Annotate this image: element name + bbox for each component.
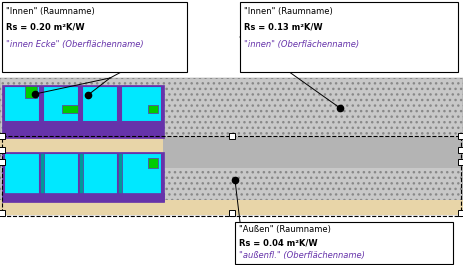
Bar — [25, 86, 37, 98]
Text: Rs = 0.13 m²K/W: Rs = 0.13 m²K/W — [244, 22, 323, 31]
Bar — [2, 152, 164, 202]
Bar — [0, 137, 463, 152]
Bar — [0, 147, 5, 153]
Bar — [163, 137, 463, 157]
Text: "innen Ecke" (Oberflächenname): "innen Ecke" (Oberflächenname) — [6, 40, 144, 49]
Bar — [0, 200, 463, 215]
Bar — [2, 2, 187, 72]
Bar — [0, 133, 5, 139]
Bar — [229, 133, 235, 139]
Bar — [82, 86, 117, 121]
Bar — [235, 222, 453, 264]
Bar — [458, 133, 463, 139]
Bar — [0, 150, 463, 215]
Bar — [163, 150, 463, 168]
Bar — [4, 86, 39, 121]
Bar — [2, 136, 461, 216]
Bar — [458, 210, 463, 216]
Bar — [79, 153, 83, 198]
Text: Rs = 0.04 m²K/W: Rs = 0.04 m²K/W — [239, 238, 318, 247]
Bar — [0, 159, 5, 165]
Bar — [82, 153, 117, 198]
Bar — [40, 153, 44, 198]
Text: "innen" (Oberflächenname): "innen" (Oberflächenname) — [244, 40, 359, 49]
Bar — [121, 153, 161, 198]
Bar — [0, 210, 5, 216]
Bar — [4, 153, 39, 198]
Bar — [0, 78, 463, 143]
Text: "außenfl." (Oberflächenname): "außenfl." (Oberflächenname) — [239, 251, 365, 260]
Text: "Innen" (Raumname): "Innen" (Raumname) — [244, 7, 333, 16]
Bar — [121, 86, 161, 121]
Text: "Innen" (Raumname): "Innen" (Raumname) — [6, 7, 95, 16]
Bar — [118, 153, 122, 198]
Bar — [2, 193, 164, 201]
Bar — [43, 86, 78, 121]
Bar — [458, 159, 463, 165]
Text: "Außen" (Raumname): "Außen" (Raumname) — [239, 225, 331, 234]
Bar — [43, 153, 78, 198]
Bar — [458, 147, 463, 153]
Bar — [240, 2, 458, 72]
Bar — [148, 105, 158, 113]
Bar — [148, 158, 158, 168]
Text: Rs = 0.20 m²K/W: Rs = 0.20 m²K/W — [6, 22, 85, 31]
Bar — [62, 105, 78, 113]
Bar — [229, 210, 235, 216]
Bar — [2, 85, 164, 138]
